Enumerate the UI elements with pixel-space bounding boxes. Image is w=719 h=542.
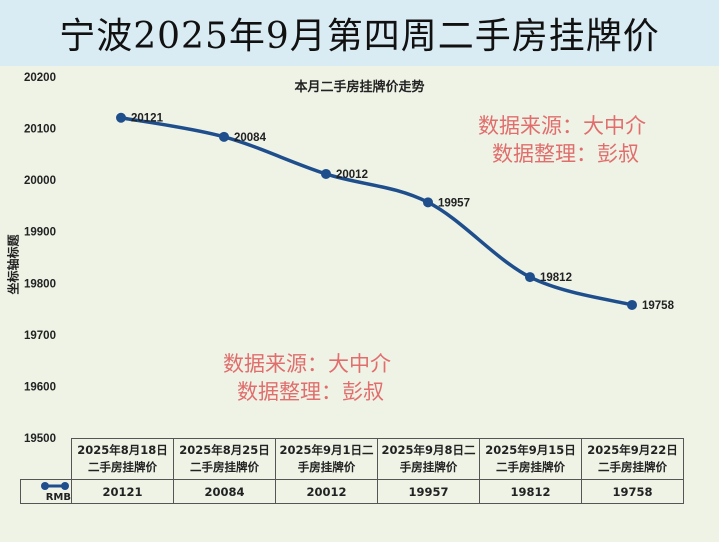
y-tick-label: 20000 (24, 175, 56, 187)
y-tick-label: 19800 (24, 278, 56, 290)
chart-title: 本月二手房挂牌价走势 (294, 80, 425, 95)
data-table: 2025年8月18日 二手房挂牌价 2025年8月25日 二手房挂牌价 2025年9月1… (20, 438, 684, 504)
category-line: 二手房挂牌价 (190, 460, 259, 474)
x-category-label: 2025年8月18日 二手房挂牌价 (71, 438, 174, 480)
x-category-label: 2025年9月22日 二手房挂牌价 (581, 438, 684, 480)
watermark-line: 数据来源：大中介 (223, 352, 391, 376)
data-label: 19957 (438, 197, 470, 209)
watermark: 数据来源：大中介 数据整理：彭叔 (478, 112, 646, 168)
table-value: 19812 (479, 479, 582, 504)
category-line: 手房挂牌价 (399, 460, 458, 474)
y-tick-label: 20200 (24, 72, 56, 84)
table-corner (21, 439, 72, 480)
data-label: 20121 (131, 113, 164, 125)
y-tick-label: 19700 (24, 330, 56, 342)
data-point (116, 112, 126, 123)
legend-label: RMB (45, 492, 71, 503)
data-point (423, 197, 433, 208)
category-line: 二手房挂牌价 (598, 460, 667, 474)
y-tick-label: 19500 (24, 433, 56, 445)
table-value: 20012 (275, 479, 378, 504)
category-line: 2025年8月25日 (179, 443, 270, 457)
table-value: 20121 (71, 479, 174, 504)
data-label: 19758 (642, 300, 675, 312)
category-line: 2025年9月1日二 (279, 443, 374, 457)
table-value: 19957 (377, 479, 480, 504)
data-point (321, 168, 331, 179)
watermark-line: 数据整理：彭叔 (492, 142, 639, 166)
x-category-label: 2025年9月1日二 手房挂牌价 (275, 438, 378, 480)
y-axis-title: 坐标轴标题 (6, 234, 21, 295)
category-line: 2025年9月8日二 (381, 443, 476, 457)
category-line: 手房挂牌价 (297, 460, 356, 474)
header: 宁波2025年9月第四周二手房挂牌价 (0, 0, 719, 66)
y-tick-label: 20100 (24, 124, 56, 136)
data-point (627, 299, 637, 310)
category-line: 2025年9月15日 (485, 443, 576, 457)
category-line: 二手房挂牌价 (496, 460, 565, 474)
watermark-line: 数据整理：彭叔 (237, 380, 384, 404)
data-label: 20084 (234, 132, 267, 144)
data-label: 20012 (336, 169, 368, 181)
legend-marker-icon (41, 482, 69, 490)
data-point (219, 131, 229, 142)
legend-entry: RMB (20, 479, 72, 504)
y-tick-label: 19600 (24, 381, 56, 393)
table-value: 19758 (581, 479, 684, 504)
watermark: 数据来源：大中介 数据整理：彭叔 (223, 350, 391, 406)
page-title: 宁波2025年9月第四周二手房挂牌价 (59, 16, 660, 57)
watermark-line: 数据来源：大中介 (478, 114, 646, 138)
x-category-label: 2025年8月25日 二手房挂牌价 (173, 438, 276, 480)
category-line: 2025年9月22日 (587, 443, 678, 457)
series-line (120, 116, 633, 307)
x-category-label: 2025年9月8日二 手房挂牌价 (377, 438, 480, 480)
table-value: 20084 (173, 479, 276, 504)
category-line: 二手房挂牌价 (88, 460, 157, 474)
x-category-label: 2025年9月15日 二手房挂牌价 (479, 438, 582, 480)
data-point (525, 272, 535, 283)
y-tick-label: 19900 (24, 227, 56, 239)
category-line: 2025年8月18日 (77, 443, 168, 457)
data-label: 19812 (540, 272, 572, 284)
